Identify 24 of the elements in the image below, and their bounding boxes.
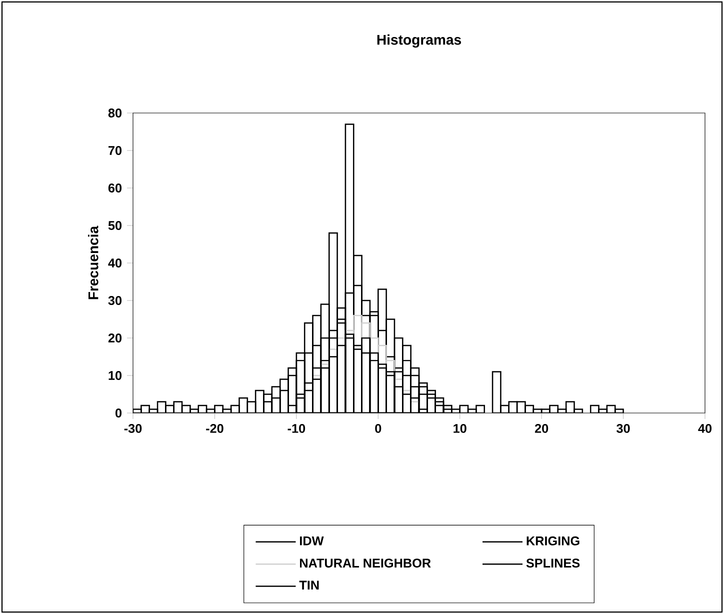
x-tick-label: 20 [534,424,548,433]
x-tick-label: 40 [698,424,712,433]
y-tick-label: 40 [108,258,122,268]
y-tick-label: 80 [108,108,122,118]
x-tick-label: 30 [616,424,630,433]
y-tick-label: 0 [116,408,122,418]
x-tick-label: -10 [288,424,306,433]
x-tick-label: 0 [375,424,382,433]
chart-title: Histogramas [377,34,462,48]
legend-label: KRIGING [526,536,580,546]
x-tick-label: -30 [124,424,142,433]
legend-label: NATURAL NEIGHBOR [300,558,431,568]
legend-label: TIN [299,580,319,590]
y-axis-title: Frecuencia [88,226,98,300]
y-tick-label: 10 [108,371,122,380]
y-tick-label: 70 [108,146,122,155]
y-tick-label: 30 [108,296,122,305]
y-tick-label: 50 [108,221,122,230]
x-tick-label: -20 [206,424,224,433]
legend-label: SPLINES [526,558,580,568]
y-tick-label: 60 [108,184,122,192]
x-tick-label: 10 [454,424,466,433]
y-tick-label: 20 [108,334,122,342]
legend-label: IDW [300,536,324,546]
